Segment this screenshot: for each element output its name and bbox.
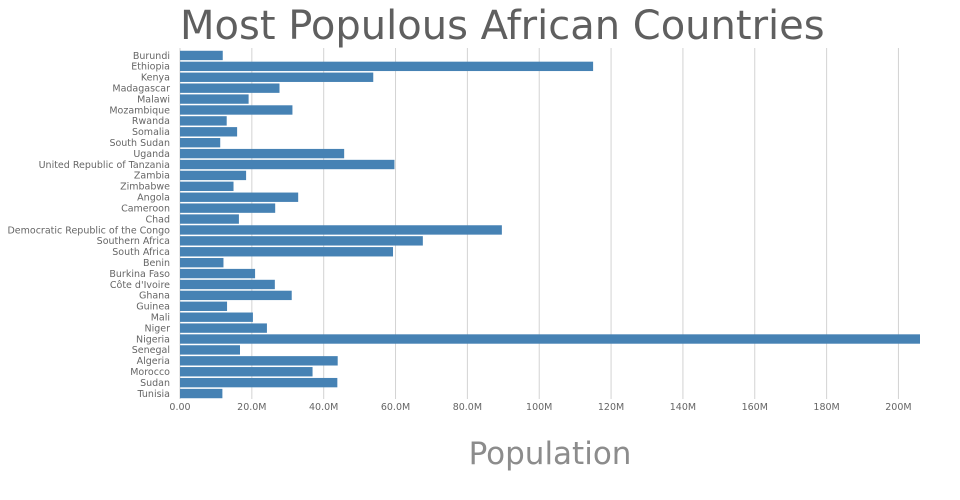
y-tick-label: Sudan [140, 378, 170, 389]
bar [180, 105, 293, 115]
bar [180, 268, 256, 279]
y-tick-label: Zimbabwe [120, 182, 170, 193]
bar [180, 83, 280, 93]
bar [180, 61, 594, 72]
y-tick-label: Uganda [133, 149, 170, 160]
bar [180, 50, 223, 61]
bar [180, 170, 247, 181]
x-tick-label: 140M [670, 402, 696, 413]
bar [180, 225, 502, 235]
x-tick-label: 200M [885, 402, 911, 413]
y-tick-label: Tunisia [137, 389, 170, 400]
bar [180, 290, 292, 301]
bar [180, 388, 223, 399]
bar [180, 94, 249, 104]
bar [180, 279, 275, 290]
bar [180, 192, 299, 202]
y-tick-label: Cameroon [121, 203, 170, 214]
y-tick-label: Mali [151, 313, 170, 324]
y-tick-label: Rwanda [132, 116, 170, 127]
bar [180, 138, 221, 148]
bar [180, 116, 227, 126]
bar [180, 127, 238, 137]
bar [180, 301, 228, 311]
y-tick-label: Somalia [132, 127, 170, 138]
y-tick-label: Niger [144, 323, 170, 334]
y-tick-label: Kenya [141, 73, 170, 84]
bar [180, 323, 267, 333]
y-tick-label: South Sudan [109, 138, 170, 149]
y-tick-label: Ghana [139, 291, 170, 302]
x-tick-label: 100M [526, 402, 552, 413]
x-tick-label: 160M [742, 402, 768, 413]
x-axis-tick-labels: 0.00 20.0M 40.0M 60.0M 80.0M 100M 120M 140M 160M… [169, 402, 911, 413]
bar [180, 345, 240, 355]
y-tick-label: Burkina Faso [109, 269, 170, 280]
y-tick-label: Southern Africa [97, 236, 170, 247]
y-tick-label: Madagascar [112, 83, 170, 94]
bar [180, 312, 253, 322]
chart-title: Most Populous African Countries [180, 3, 825, 49]
y-tick-label: Malawi [137, 94, 170, 105]
bar [180, 148, 345, 159]
x-tick-label: 40.0M [309, 402, 338, 413]
x-tick-label: 180M [813, 402, 839, 413]
bar [180, 181, 234, 192]
bar [180, 236, 423, 246]
y-tick-label: Angola [137, 193, 170, 204]
bar [180, 356, 338, 366]
bar [180, 367, 313, 377]
y-tick-label: Ethiopia [131, 62, 170, 73]
bar [180, 203, 276, 213]
x-tick-label: 20.0M [237, 402, 266, 413]
x-tick-label: 80.0M [453, 402, 482, 413]
x-tick-label: 0.00 [169, 402, 190, 413]
y-axis-tick-labels: BurundiEthiopiaKenyaMadagascarMalawiMoza… [7, 51, 170, 400]
y-tick-label: Algeria [137, 356, 170, 367]
bar [180, 159, 395, 170]
x-tick-label: 120M [598, 402, 624, 413]
bar [180, 377, 338, 388]
y-tick-label: Zambia [134, 171, 170, 182]
x-axis-label: Population [468, 436, 632, 472]
bars [180, 50, 920, 399]
y-tick-label: Mozambique [109, 105, 170, 116]
bar-chart: BurundiEthiopiaKenyaMadagascarMalawiMoza… [7, 48, 920, 413]
y-tick-label: Guinea [136, 302, 170, 313]
y-tick-label: Democratic Republic of the Congo [7, 225, 170, 236]
y-tick-label: Morocco [130, 367, 170, 378]
bar [180, 257, 224, 268]
y-tick-label: Senegal [132, 345, 170, 356]
gridlines [179, 48, 899, 399]
y-tick-label: Nigeria [136, 334, 170, 345]
y-tick-label: Burundi [133, 51, 170, 62]
y-tick-label: Benin [143, 258, 170, 269]
bar [180, 72, 374, 82]
bar [180, 247, 394, 257]
bar [180, 334, 920, 344]
x-tick-label: 60.0M [381, 402, 410, 413]
y-tick-label: Chad [145, 214, 170, 225]
y-tick-label: South Africa [112, 247, 170, 258]
bar [180, 214, 239, 224]
y-tick-label: Côte d'Ivoire [110, 280, 170, 291]
y-tick-label: United Republic of Tanzania [39, 160, 170, 171]
